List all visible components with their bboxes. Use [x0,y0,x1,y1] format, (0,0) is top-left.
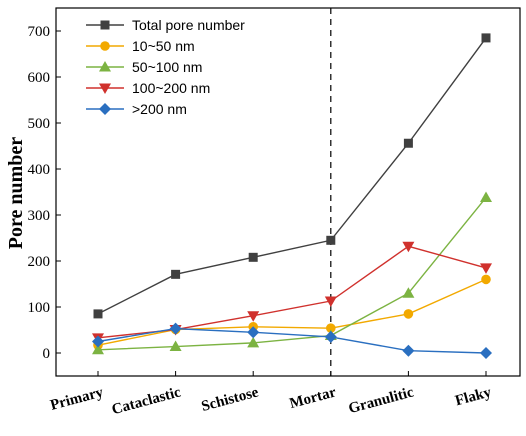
data-point [326,323,336,333]
legend-label: 100~200 nm [132,80,210,96]
data-point [92,335,104,348]
series-line [97,278,487,346]
data-point [403,309,414,319]
legend-item: Total pore number [86,17,245,33]
y-tick-label: 400 [28,162,51,178]
legend-item: 50~100 nm [86,59,202,75]
y-tick-label: 700 [28,24,51,40]
series-0 [93,33,491,319]
data-point [171,269,181,279]
series-line [97,327,487,354]
plot-border [55,7,521,377]
legend-label: >200 nm [132,101,187,117]
data-point [247,336,260,348]
series-4 [92,322,492,359]
series-line [97,197,487,351]
legend: Total pore number 10~50 nm 50~100 nm 100~20… [86,17,245,117]
data-point [481,274,491,285]
data-point [247,326,260,339]
data-point [247,311,260,322]
y-tick-label: 300 [28,208,51,224]
y-tick-label: 0 [43,346,51,362]
legend-marker [99,103,111,115]
legend-item: 10~50 nm [86,38,195,54]
legend-item: 100~200 nm [86,80,210,96]
data-point [402,287,415,298]
legend-marker [100,20,110,30]
data-point [169,322,182,335]
y-tick-label: 100 [28,300,51,316]
data-point [326,235,336,245]
data-point [480,263,492,274]
data-point [480,191,492,203]
data-point [402,344,415,357]
plot-frame [55,7,521,377]
y-tick-label: 600 [28,70,51,86]
y-tick-label: 500 [28,116,51,132]
data-point [402,241,415,253]
data-point [403,138,413,148]
series-line [97,37,487,315]
legend-item: >200 nm [86,101,187,117]
data-point [93,309,103,319]
legend-marker [99,83,111,94]
legend-label: 10~50 nm [132,38,195,54]
data-point [92,343,104,355]
y-axis-label: Pore number [5,137,27,250]
legend-label: Total pore number [132,17,245,33]
data-point [480,347,492,359]
data-point [248,252,258,262]
series-layer [92,33,492,359]
data-point [324,296,337,308]
legend-marker [100,41,110,51]
legend-marker [99,61,111,72]
data-point [324,330,337,343]
y-tick-label: 200 [28,254,51,270]
data-point [169,340,182,352]
data-point [481,33,491,43]
y-axis-ticks: 0 100 200 300 400 500 600 700 [28,24,61,362]
legend-label: 50~100 nm [132,59,202,75]
